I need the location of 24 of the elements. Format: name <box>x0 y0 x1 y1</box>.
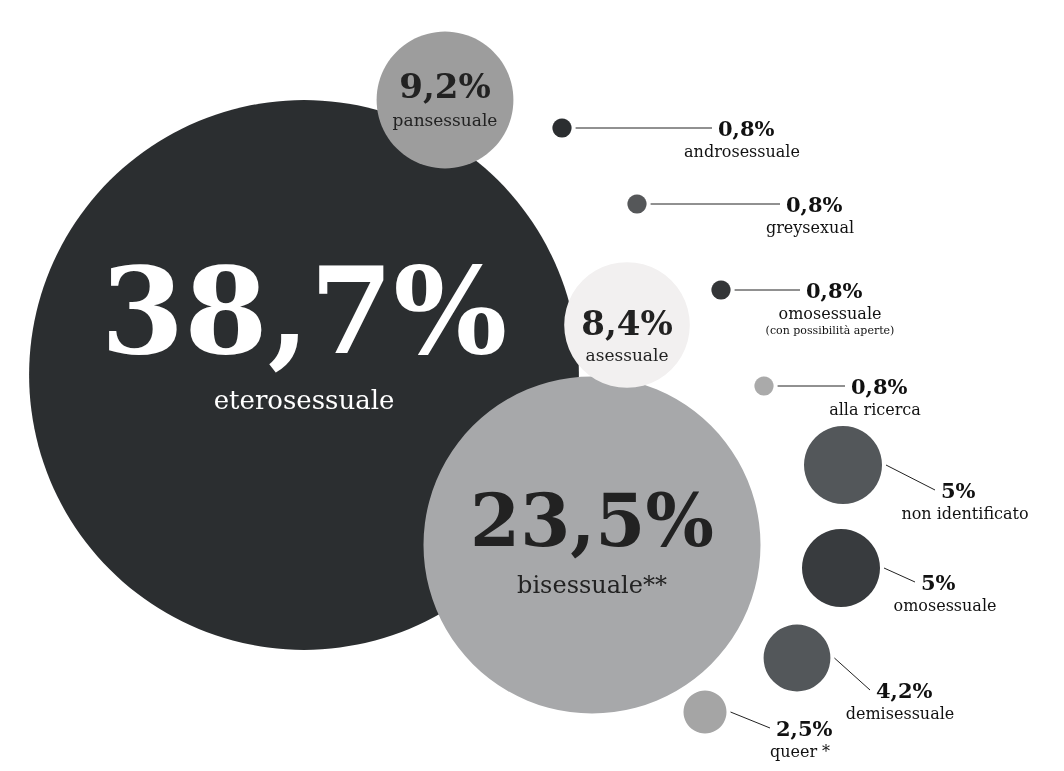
category-label: non identificato <box>901 503 1029 523</box>
data-label: 2,5% <box>776 715 833 741</box>
data-label: 0,8% <box>851 373 908 399</box>
category-label: eterosessuale <box>213 385 395 415</box>
category-label: omosessuale <box>893 595 997 615</box>
data-label: 4,2% <box>876 677 933 703</box>
category-label: pansessuale <box>392 110 498 130</box>
category-label: greysexual <box>765 217 855 237</box>
category-label: omosessuale (con possibilità aperte) <box>765 303 895 337</box>
category-label: queer * <box>769 741 831 761</box>
data-label: 0,8% <box>806 277 863 303</box>
category-label: alla ricerca <box>829 399 922 419</box>
data-label: 9,2% <box>399 66 491 106</box>
category-label: demisessuale <box>845 703 955 723</box>
data-label: 0,8% <box>786 191 843 217</box>
data-label: 23,5% <box>470 477 714 563</box>
data-label: 5% <box>941 477 976 503</box>
category-label: asessuale <box>585 345 669 365</box>
data-label: 0,8% <box>718 115 775 141</box>
data-label: 38,7% <box>100 239 508 381</box>
category-label: androsessuale <box>684 141 800 161</box>
data-label: 8,4% <box>581 303 673 343</box>
data-label: 5% <box>921 569 956 595</box>
category-label: bisessuale** <box>517 571 667 599</box>
